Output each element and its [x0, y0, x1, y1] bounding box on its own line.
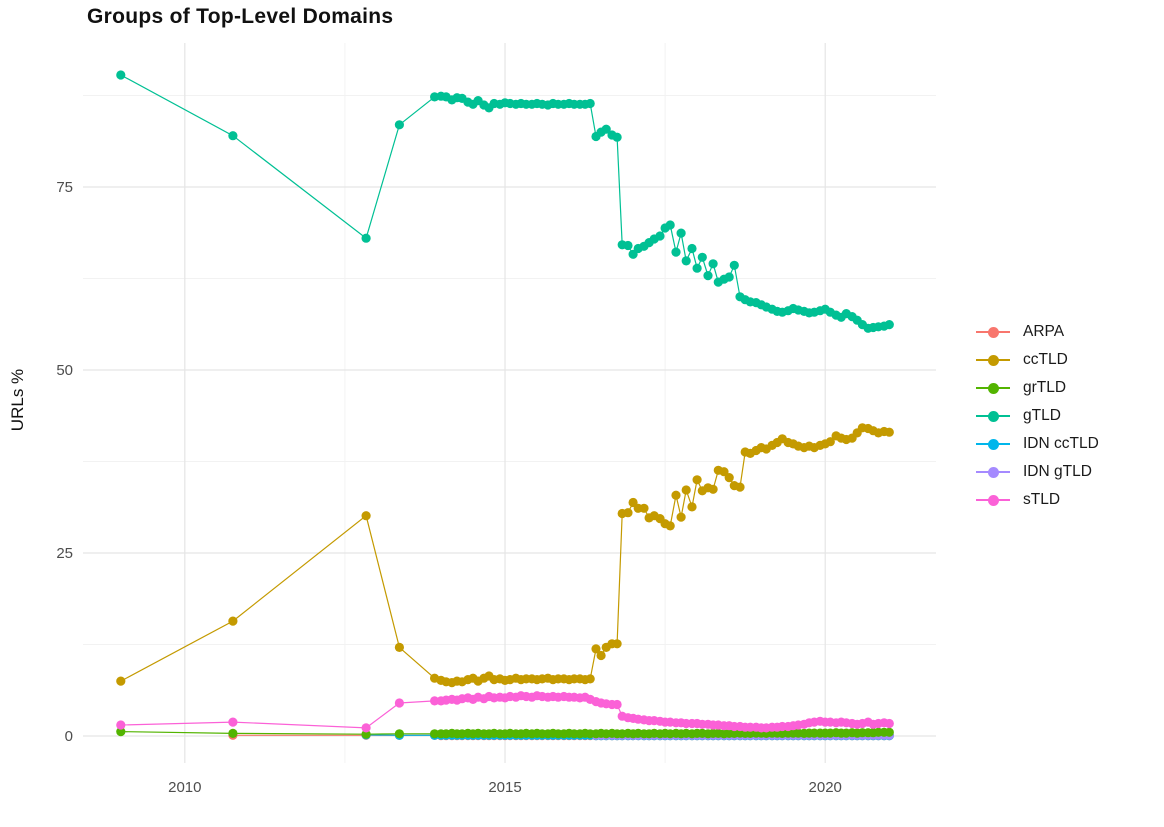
series-grtld: [116, 727, 894, 739]
legend-marker-idn-cctld: [976, 438, 1010, 450]
data-point: [116, 676, 126, 686]
data-point: [687, 243, 697, 254]
legend-label-idn-gtld: IDN gTLD: [1023, 463, 1092, 480]
data-point: [703, 271, 713, 281]
data-point: [591, 644, 601, 654]
legend-item-grtld: grTLD: [976, 378, 1099, 398]
legend-marker-gtld: [976, 410, 1010, 422]
data-point: [692, 263, 702, 273]
data-point: [228, 728, 238, 739]
series-stld: [116, 691, 894, 733]
data-point: [676, 228, 686, 238]
legend-label-cctld: ccTLD: [1023, 351, 1068, 368]
data-point: [394, 698, 404, 708]
chart-title: Groups of Top-Level Domains: [87, 5, 394, 28]
data-point: [665, 220, 675, 230]
legend-label-idn-cctld: IDN ccTLD: [1023, 435, 1099, 452]
data-point: [116, 720, 126, 730]
legend-label-stld: sTLD: [1023, 491, 1061, 508]
data-point: [708, 484, 718, 494]
y-axis-tick-label: 50: [56, 362, 73, 379]
data-point: [681, 256, 691, 266]
legend-label-grtld: grTLD: [1023, 379, 1067, 396]
data-point: [708, 259, 718, 269]
data-point: [228, 131, 238, 141]
legend: ARPA ccTLD grTLD gTLD IDN ccTLD IDN gTLD sTLD: [976, 322, 1099, 518]
data-point: [596, 650, 606, 661]
data-point: [884, 718, 894, 729]
data-point: [719, 467, 729, 477]
data-point: [687, 502, 697, 512]
data-point: [692, 475, 702, 485]
legend-item-idn-gtld: IDN gTLD: [976, 462, 1099, 482]
legend-label-arpa: ARPA: [1023, 323, 1065, 340]
data-point: [361, 723, 371, 733]
legend-marker-idn-gtld: [976, 466, 1010, 478]
legend-marker-grtld: [976, 382, 1010, 394]
data-point: [729, 260, 739, 270]
data-point: [655, 231, 665, 241]
data-point: [724, 272, 734, 282]
legend-item-idn-cctld: IDN ccTLD: [976, 434, 1099, 454]
x-axis-tick-label: 2010: [168, 779, 201, 796]
legend-marker-arpa: [976, 326, 1010, 338]
data-point: [665, 521, 675, 531]
y-axis-tick-label: 25: [56, 545, 73, 562]
data-point: [116, 727, 126, 737]
data-point: [884, 320, 894, 330]
data-point: [612, 639, 622, 649]
y-axis-tick-label: 75: [56, 179, 73, 196]
data-point: [681, 485, 691, 495]
data-point: [884, 727, 894, 737]
legend-marker-stld: [976, 494, 1010, 506]
data-point: [884, 427, 894, 437]
data-point: [228, 616, 238, 626]
x-axis-tick-label: 2015: [488, 779, 521, 796]
data-point: [697, 252, 707, 262]
data-point: [671, 490, 681, 500]
data-point: [116, 70, 126, 80]
data-point: [724, 473, 734, 483]
x-axis-tick-label: 2020: [809, 779, 842, 796]
data-point: [623, 240, 633, 251]
data-point: [394, 642, 404, 653]
data-point: [361, 233, 371, 243]
data-point: [676, 512, 686, 522]
data-point: [361, 511, 371, 521]
legend-item-stld: sTLD: [976, 490, 1099, 510]
legend-item-arpa: ARPA: [976, 322, 1099, 342]
data-point: [639, 503, 649, 513]
data-point: [585, 98, 595, 109]
data-point: [228, 717, 238, 727]
data-point: [671, 247, 681, 257]
data-point: [585, 674, 595, 684]
legend-item-gtld: gTLD: [976, 406, 1099, 426]
data-point: [825, 437, 835, 447]
data-point: [361, 729, 371, 739]
y-axis-tick-label: 0: [65, 728, 73, 745]
data-point: [394, 729, 404, 739]
data-point: [612, 699, 622, 710]
data-point: [735, 482, 745, 492]
data-point: [430, 729, 440, 739]
data-point: [612, 132, 622, 142]
data-point: [623, 508, 633, 518]
series-gtld: [116, 70, 894, 333]
legend-item-cctld: ccTLD: [976, 350, 1099, 370]
series-cctld: [116, 423, 894, 688]
data-point: [394, 120, 404, 130]
legend-label-gtld: gTLD: [1023, 407, 1061, 424]
data-point: [601, 124, 611, 134]
legend-marker-cctld: [976, 354, 1010, 366]
data-point: [430, 696, 440, 706]
